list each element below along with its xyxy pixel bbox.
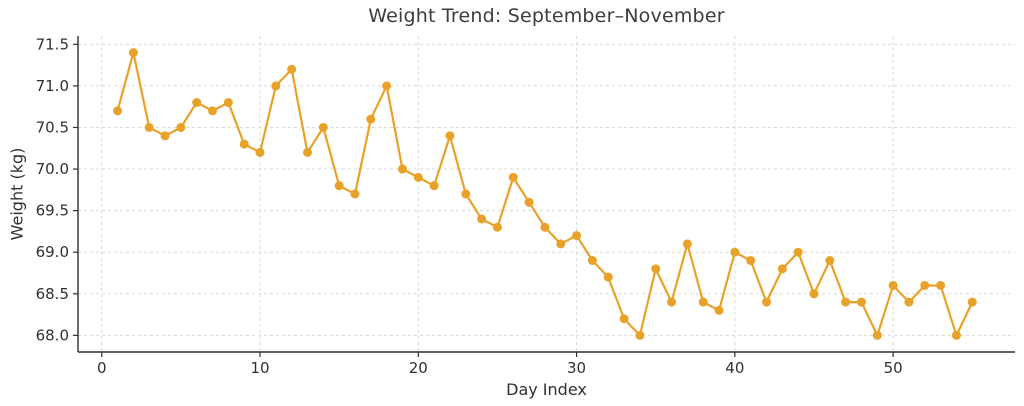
data-point	[809, 289, 819, 299]
x-tick-label: 10	[250, 359, 269, 377]
data-point	[192, 98, 202, 108]
data-point	[603, 272, 613, 282]
axis-spines	[77, 36, 1015, 353]
data-point	[524, 197, 534, 207]
trend-line	[116, 51, 974, 337]
data-point	[492, 222, 502, 232]
data-point	[572, 231, 582, 241]
data-point	[714, 305, 724, 315]
data-point	[619, 314, 629, 324]
y-tick-label: 71.5	[36, 35, 69, 53]
tick-marks	[73, 43, 894, 357]
data-point	[160, 131, 170, 141]
data-point	[698, 297, 708, 307]
tick-labels: 0 10 20 30 40 50 68.0 68.5 69.0 69.5 70.0 70.5 71.0 7…	[36, 35, 903, 377]
data-point	[287, 64, 297, 74]
data-point	[239, 139, 249, 149]
data-point	[461, 189, 471, 199]
data-point	[777, 264, 787, 274]
y-tick-label: 69.0	[36, 243, 69, 261]
data-point	[746, 256, 756, 266]
y-tick-label: 68.0	[36, 326, 69, 344]
x-tick-label: 30	[567, 359, 586, 377]
data-point	[176, 122, 186, 132]
data-point	[397, 164, 407, 174]
data-point	[128, 48, 138, 58]
data-points	[113, 48, 977, 340]
data-point	[113, 106, 123, 116]
gridlines	[78, 36, 1015, 352]
data-point	[825, 256, 835, 266]
data-point	[587, 256, 597, 266]
y-tick-label: 69.5	[36, 202, 69, 220]
x-tick-label: 50	[884, 359, 903, 377]
data-point	[540, 222, 550, 232]
y-tick-label: 68.5	[36, 285, 69, 303]
data-point	[682, 239, 692, 249]
data-point	[477, 214, 487, 224]
data-point	[334, 181, 344, 191]
data-point	[382, 81, 392, 91]
data-point	[445, 131, 455, 141]
data-point	[936, 280, 946, 290]
data-point	[762, 297, 772, 307]
x-tick-label: 20	[409, 359, 428, 377]
data-point	[793, 247, 803, 257]
data-point	[951, 330, 961, 340]
chart-title: Weight Trend: September–November	[368, 5, 725, 27]
data-point	[208, 106, 218, 116]
data-point	[841, 297, 851, 307]
data-point	[967, 297, 977, 307]
y-tick-label: 70.0	[36, 160, 69, 178]
data-point	[366, 114, 376, 124]
data-point	[271, 81, 281, 91]
data-point	[635, 330, 645, 340]
y-axis-label: Weight (kg)	[7, 147, 27, 241]
data-point	[730, 247, 740, 257]
data-point	[920, 280, 930, 290]
data-point	[856, 297, 866, 307]
data-point	[904, 297, 914, 307]
data-point	[429, 181, 439, 191]
data-point	[223, 98, 233, 108]
data-point	[413, 172, 423, 182]
y-tick-label: 71.0	[36, 77, 69, 95]
data-point	[255, 147, 265, 157]
data-point	[651, 264, 661, 274]
data-point	[888, 280, 898, 290]
data-point	[667, 297, 677, 307]
data-point	[350, 189, 360, 199]
x-tick-label: 0	[97, 359, 107, 377]
data-point	[508, 172, 518, 182]
data-point	[144, 122, 154, 132]
x-axis-label: Day Index	[506, 380, 587, 399]
data-point	[556, 239, 566, 249]
data-point	[318, 122, 328, 132]
x-tick-label: 40	[725, 359, 744, 377]
data-point	[872, 330, 882, 340]
data-point	[303, 147, 313, 157]
y-tick-label: 70.5	[36, 118, 69, 136]
